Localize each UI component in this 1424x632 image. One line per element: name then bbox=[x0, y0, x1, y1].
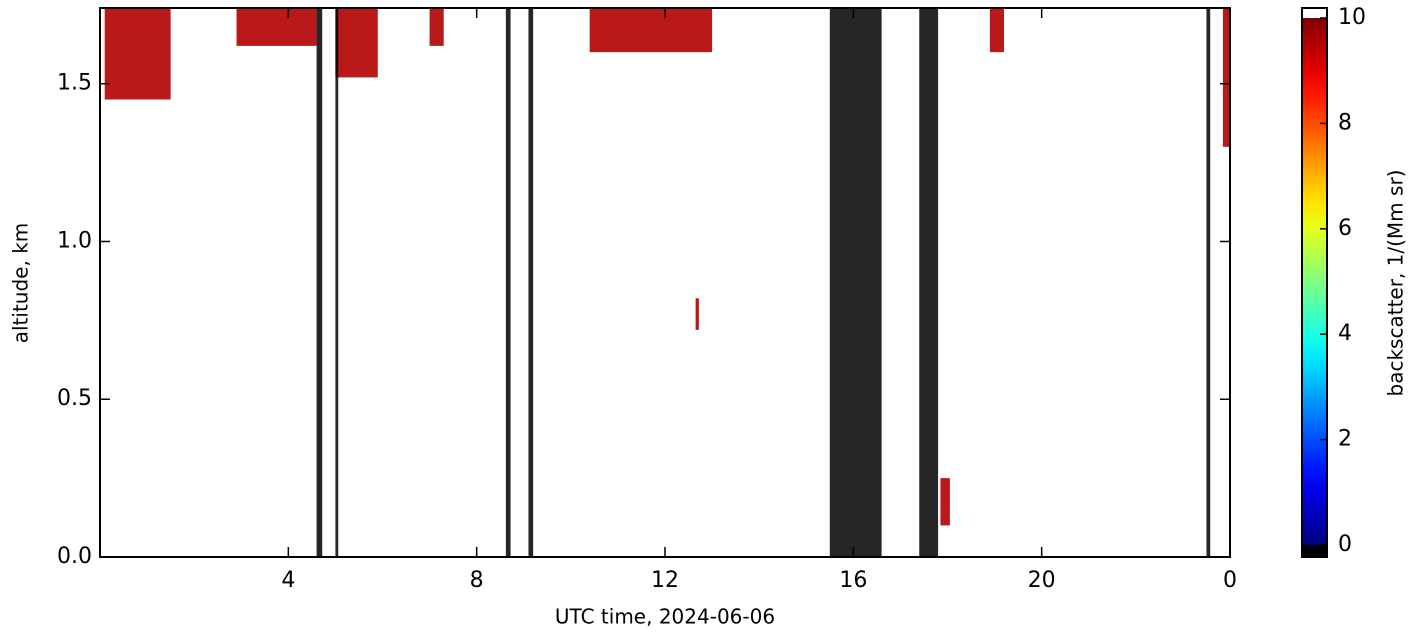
y-tick-label: 0.5 bbox=[57, 386, 92, 411]
y-tick-label: 0.0 bbox=[57, 544, 92, 569]
heat-cell bbox=[695, 298, 699, 330]
heat-cell bbox=[589, 8, 713, 53]
heat-cell bbox=[316, 8, 323, 557]
heat-cell bbox=[1222, 8, 1230, 147]
colorbar-tick-label: 8 bbox=[1338, 110, 1352, 135]
colorbar-tick-label: 6 bbox=[1338, 216, 1352, 241]
heat-cell bbox=[236, 8, 317, 46]
colorbar-tick-label: 2 bbox=[1338, 427, 1352, 452]
heat-cell bbox=[335, 8, 339, 557]
colorbar-under bbox=[1302, 545, 1327, 557]
colorbar-frame bbox=[1301, 7, 1328, 558]
colorbar-tick-label: 0 bbox=[1338, 532, 1352, 557]
x-tick-label: 12 bbox=[651, 568, 679, 593]
colorbar-over bbox=[1302, 8, 1327, 18]
heat-cell bbox=[919, 8, 939, 557]
x-tick-label: 8 bbox=[470, 568, 484, 593]
colorbar bbox=[1302, 18, 1327, 545]
colorbar-tick-label: 10 bbox=[1338, 5, 1366, 30]
y-tick-label: 1.0 bbox=[57, 228, 92, 253]
heat-cell bbox=[104, 8, 171, 100]
x-tick-label: 20 bbox=[1028, 568, 1056, 593]
x-tick-label: 0 bbox=[1223, 568, 1237, 593]
x-axis-label: UTC time, 2024-06-06 bbox=[555, 605, 775, 629]
heat-cell bbox=[1206, 8, 1211, 557]
colorbar-tick-label: 4 bbox=[1338, 321, 1352, 346]
y-tick-label: 1.5 bbox=[57, 71, 92, 96]
heat-cell bbox=[989, 8, 1004, 53]
heat-cell bbox=[829, 8, 882, 557]
heat-cell bbox=[505, 8, 511, 557]
y-axis-label: altitude, km bbox=[9, 223, 33, 344]
heat-cell bbox=[528, 8, 534, 557]
heat-cell bbox=[429, 8, 444, 46]
x-tick-label: 4 bbox=[281, 568, 295, 593]
heat-cell bbox=[335, 8, 378, 78]
heat-cell bbox=[940, 478, 950, 526]
x-tick-label: 16 bbox=[839, 568, 867, 593]
plot-frame bbox=[99, 7, 1231, 558]
colorbar-label: backscatter, 1/(Mm sr) bbox=[1384, 170, 1408, 397]
